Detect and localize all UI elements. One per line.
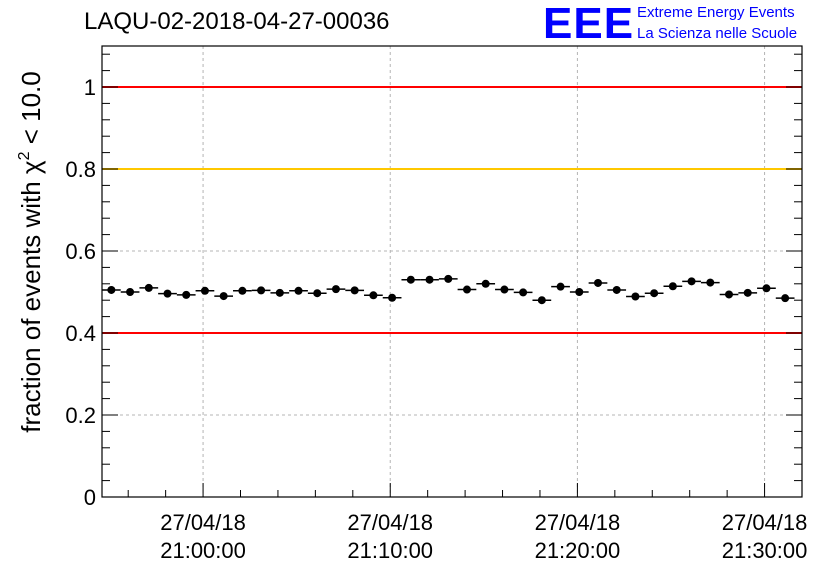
data-point <box>294 286 303 295</box>
x-tick-time: 21:30:00 <box>722 538 808 563</box>
data-point <box>631 292 640 301</box>
data-point <box>743 288 752 297</box>
data-point <box>257 286 266 295</box>
data-point <box>762 284 771 293</box>
data-point <box>781 294 790 303</box>
x-tick-time: 21:10:00 <box>347 538 433 563</box>
data-points <box>102 274 795 305</box>
x-tick-date: 27/04/18 <box>722 510 808 535</box>
y-axis-label: fraction of events with χ2 < 10.0 <box>16 71 46 432</box>
data-point <box>406 275 415 284</box>
data-point <box>500 285 509 294</box>
data-point <box>313 289 322 298</box>
x-axis: 27/04/18 21:00:00 27/04/18 21:10:00 27/04/18… <box>127 483 808 563</box>
run-title: LAQU-02-2018-04-27-00036 <box>84 8 390 35</box>
data-point <box>537 296 546 305</box>
x-tick-date: 27/04/18 <box>535 510 621 535</box>
plot-frame <box>101 45 803 498</box>
data-point <box>163 289 172 298</box>
data-point <box>706 278 715 287</box>
data-point <box>126 288 135 296</box>
y-tick-label: 0 <box>84 485 96 510</box>
reference-lines <box>102 86 802 334</box>
data-point <box>238 286 247 295</box>
data-point <box>725 290 734 299</box>
y-axis: 0 0.2 0.4 0.6 0.8 1 <box>65 53 802 510</box>
grid-lines <box>102 46 802 497</box>
data-point <box>650 289 659 298</box>
data-point <box>331 285 340 294</box>
chi-symbol: χ <box>16 160 46 174</box>
data-point <box>107 285 116 294</box>
y-tick-label: 1 <box>84 75 96 100</box>
data-point <box>444 274 453 283</box>
data-point <box>668 282 677 291</box>
x-tick-time: 21:00:00 <box>160 538 246 563</box>
y-tick-label: 0.2 <box>65 403 96 428</box>
data-point <box>144 283 153 292</box>
data-point <box>519 288 528 297</box>
y-axis-label-exponent: 2 <box>16 151 33 160</box>
y-tick-label: 0.6 <box>65 239 96 264</box>
data-point <box>219 292 228 301</box>
data-point <box>369 291 378 300</box>
x-tick-date: 27/04/18 <box>347 510 433 535</box>
data-point <box>350 286 359 295</box>
data-point <box>462 285 471 294</box>
data-point <box>182 290 191 299</box>
y-axis-label-prefix: fraction of events with <box>16 174 46 433</box>
data-point <box>556 282 565 291</box>
y-axis-label-suffix: < 10.0 <box>16 71 46 151</box>
data-point <box>275 288 284 297</box>
data-point <box>425 275 434 284</box>
x-tick-date: 27/04/18 <box>160 510 246 535</box>
data-point <box>388 293 397 302</box>
logo-line-1: Extreme Energy Events <box>637 4 795 21</box>
data-point <box>687 277 696 286</box>
data-point <box>575 288 584 296</box>
y-tick-label: 0.8 <box>65 157 96 182</box>
data-point <box>481 279 490 288</box>
logo-line-2: La Scienza nelle Scuole <box>637 25 798 42</box>
eee-logo: EEE Extreme Energy Events La Scienza nel… <box>543 2 833 46</box>
data-point <box>593 278 602 287</box>
logo-mark: EEE <box>543 0 635 48</box>
x-tick-time: 21:20:00 <box>535 538 621 563</box>
y-tick-label: 0.4 <box>65 321 96 346</box>
data-point <box>200 286 209 295</box>
data-point <box>612 285 621 294</box>
